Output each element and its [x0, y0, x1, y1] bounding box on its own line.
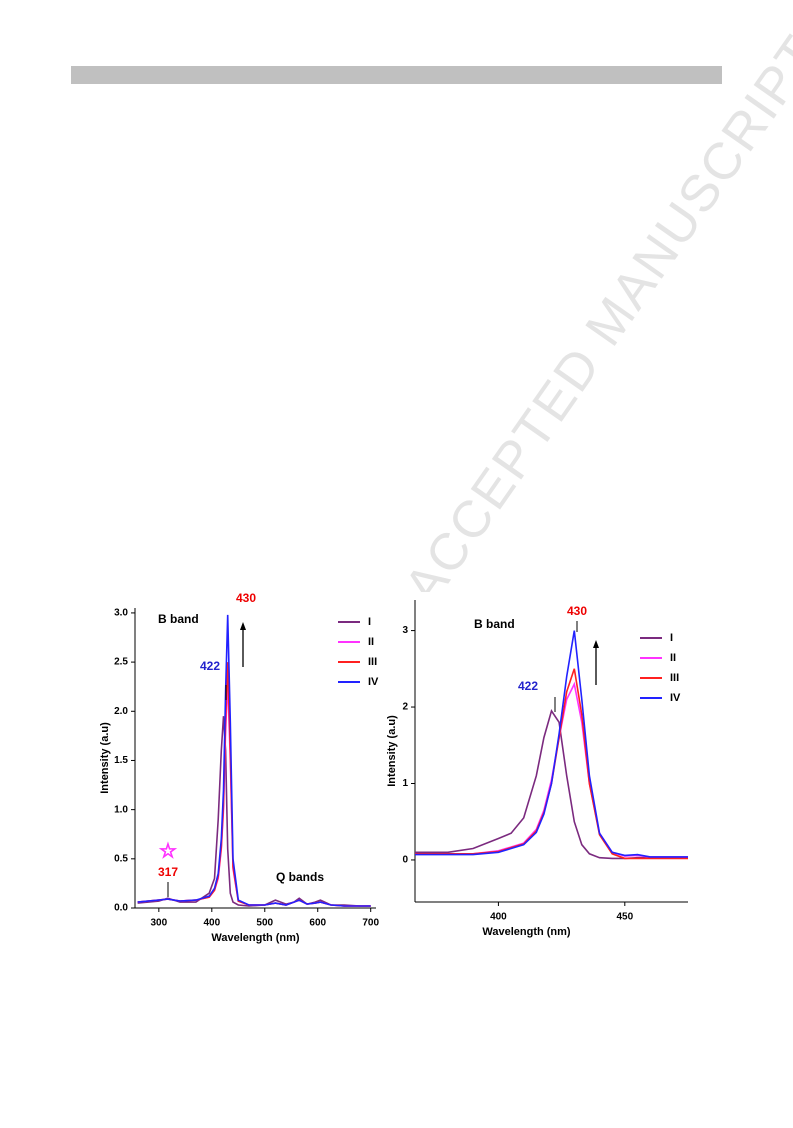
x-axis-label: Wavelength (nm) — [482, 926, 571, 938]
y-tick-label: 1 — [402, 778, 408, 789]
spectrum-line — [415, 630, 688, 858]
star-marker: ☆ — [159, 840, 177, 862]
figure-a-bg — [88, 588, 388, 950]
x-tick-label: 400 — [203, 918, 220, 929]
y-tick-label: 0.5 — [114, 853, 128, 864]
annotation: 422 — [200, 659, 220, 673]
legend-label: III — [368, 656, 377, 668]
arrow-head — [240, 622, 246, 630]
legend-label: II — [368, 636, 374, 648]
legend-label: IV — [368, 676, 379, 688]
legend-label: I — [368, 616, 371, 628]
legend-label: III — [670, 672, 679, 684]
legend-label: II — [670, 652, 676, 664]
x-tick-label: 300 — [150, 918, 167, 929]
annotation: 422 — [518, 679, 538, 693]
y-tick-label: 1.0 — [114, 804, 128, 815]
annotation: B band — [474, 617, 515, 631]
x-tick-label: 700 — [362, 918, 379, 929]
watermark: ACCEPTED MANUSCRIPT — [394, 25, 793, 615]
legend-label: I — [670, 632, 673, 644]
y-tick-label: 1.5 — [114, 755, 128, 766]
y-axis-label: Intensity (a.u) — [99, 722, 111, 794]
annotation: 430 — [236, 591, 256, 605]
y-tick-label: 2.5 — [114, 657, 128, 668]
annotation: 317 — [158, 865, 178, 879]
x-axis-label: Wavelength (nm) — [211, 932, 300, 944]
y-tick-label: 0.0 — [114, 903, 128, 914]
y-tick-label: 3.0 — [114, 608, 128, 619]
x-tick-label: 450 — [616, 912, 633, 923]
y-tick-label: 0 — [402, 855, 408, 866]
figure-b-bg — [388, 592, 693, 950]
y-tick-label: 2.0 — [114, 706, 128, 717]
annotation: Q bands — [276, 870, 324, 884]
y-tick-label: 3 — [402, 625, 408, 636]
legend-label: IV — [670, 692, 681, 704]
spectrum-line — [137, 614, 371, 907]
annotation: B band — [158, 612, 199, 626]
x-tick-label: 400 — [490, 912, 507, 923]
header-bar — [71, 66, 722, 84]
x-tick-label: 600 — [309, 918, 326, 929]
annotation: 430 — [567, 604, 587, 618]
x-tick-label: 500 — [256, 918, 273, 929]
y-tick-label: 2 — [402, 702, 408, 713]
arrow-head — [593, 640, 599, 648]
y-axis-label: Intensity (a.u) — [386, 715, 398, 787]
